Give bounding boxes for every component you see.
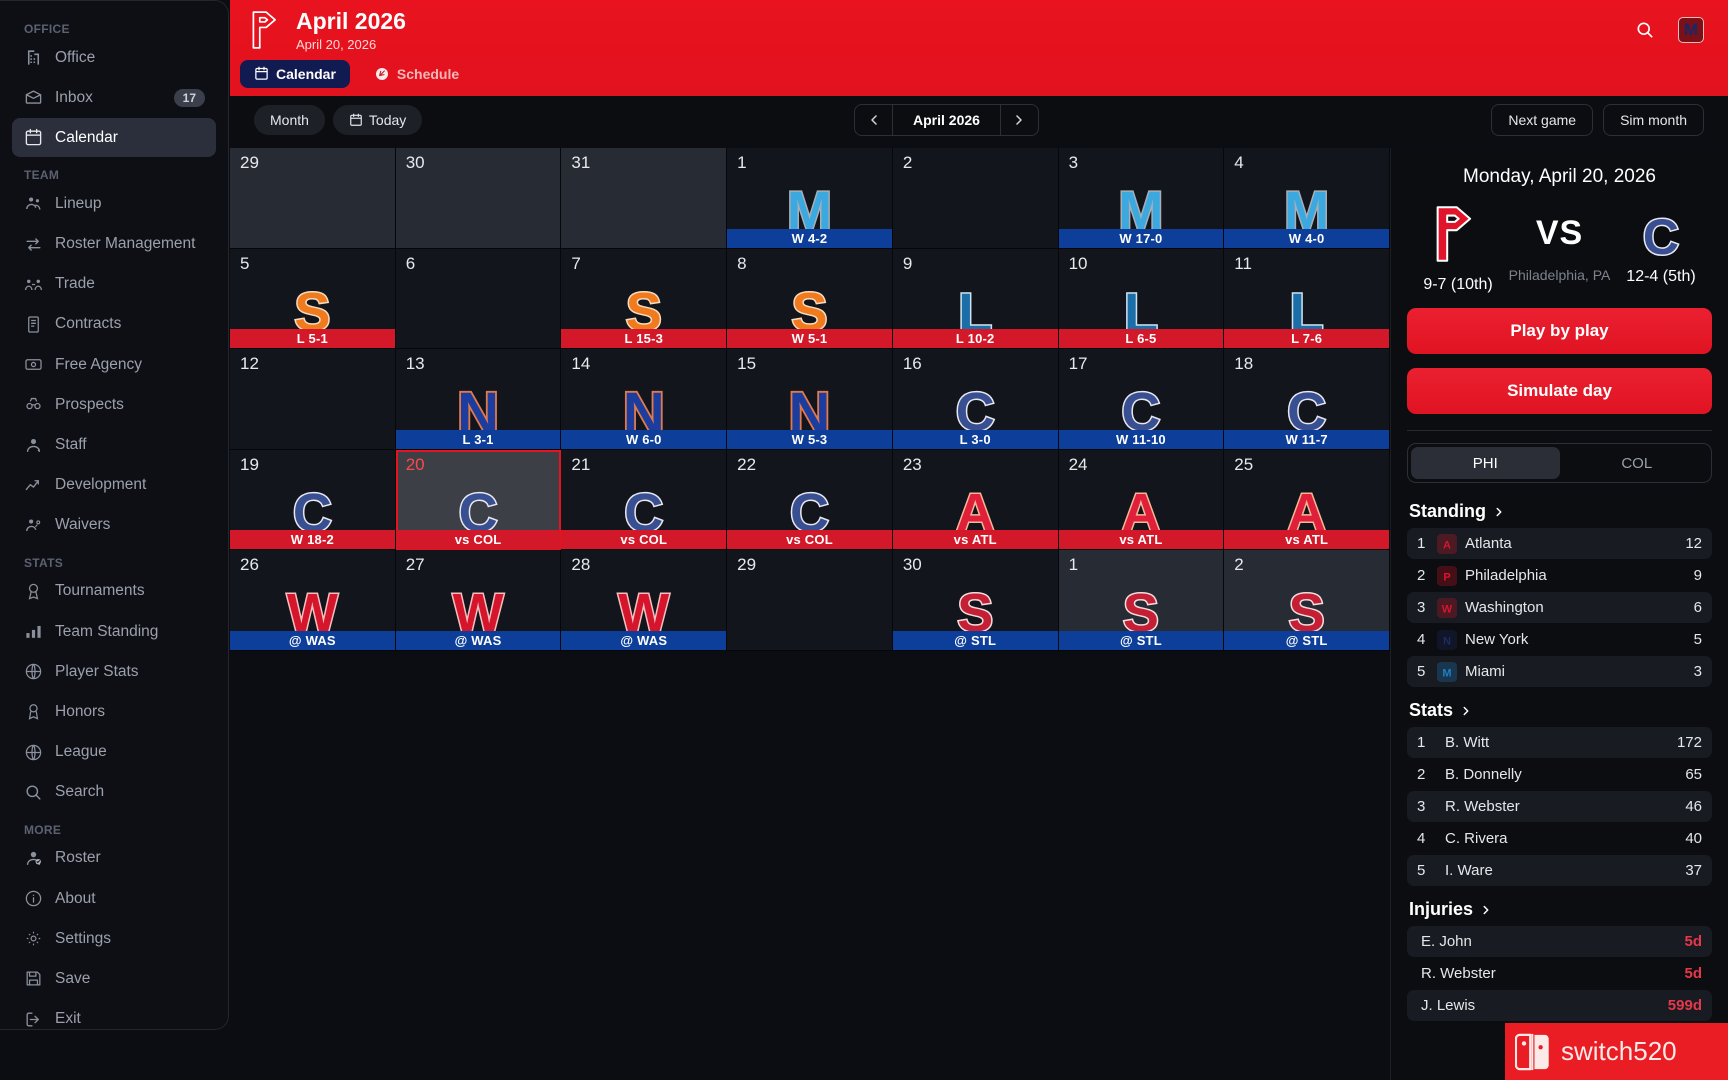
- svg-text:N: N: [1443, 635, 1451, 647]
- svg-text:M: M: [1442, 667, 1451, 679]
- svg-text:W: W: [1442, 603, 1453, 615]
- svg-text:A: A: [1443, 539, 1451, 551]
- svg-text:P: P: [1443, 571, 1450, 583]
